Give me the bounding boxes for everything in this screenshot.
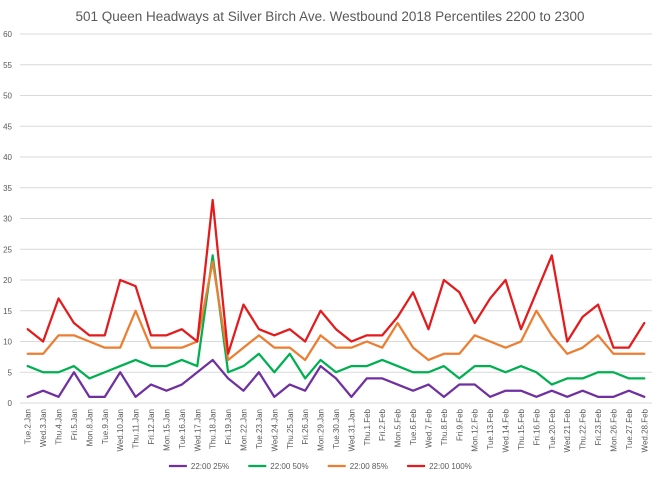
x-tick-label: Wed.10.Jan — [116, 409, 125, 452]
legend: 22:00 25% 22:00 50% 22:00 85% 22:00 100% — [168, 462, 472, 471]
legend-label: 22:00 50% — [270, 462, 308, 471]
x-tick-label: Fri.19.Jan — [224, 409, 233, 445]
x-tick-label: Wed.3.Jan — [39, 409, 48, 447]
x-tick-label: Wed.21.Feb — [563, 408, 572, 452]
x-tick-label: Thu.11.Jan — [132, 409, 141, 448]
series-line-3 — [26, 198, 646, 355]
x-tick-label: Wed.7.Feb — [424, 408, 433, 448]
x-tick-label: Tue.20.Feb — [548, 408, 557, 449]
y-tick-label: 35 — [3, 184, 12, 193]
y-tick-label: 55 — [3, 61, 12, 70]
x-tick-label: Tue.30.Jan — [332, 409, 341, 449]
x-tick-label: Fri.12.Jan — [147, 409, 156, 445]
chart-title: 501 Queen Headways at Silver Birch Ave. … — [75, 9, 584, 24]
legend-label: 22:00 85% — [350, 462, 388, 471]
x-tick-label: Tue.27.Feb — [625, 408, 634, 449]
x-tick-label: Tue.13.Feb — [486, 408, 495, 449]
x-tick-label: Mon.12.Feb — [471, 408, 480, 451]
y-tick-label: 60 — [3, 30, 12, 39]
y-tick-label: 25 — [3, 245, 12, 254]
x-tick-label: Fri.2.Feb — [378, 408, 387, 441]
x-tick-label: Mon.8.Jan — [85, 409, 94, 446]
x-tick-label: Thu.4.Jan — [55, 409, 64, 445]
series-line-1 — [26, 254, 646, 386]
gridlines — [20, 33, 652, 404]
x-tick-label: Tue.23.Jan — [255, 409, 264, 449]
x-tick-label: Mon.29.Jan — [317, 409, 326, 451]
x-tick-label: Fri.9.Feb — [455, 408, 464, 441]
y-tick-label: 0 — [8, 399, 13, 408]
legend-label: 22:00 25% — [191, 462, 229, 471]
y-tick-label: 50 — [3, 92, 12, 101]
x-tick-label: Tue.2.Jan — [24, 409, 33, 444]
y-tick-label: 10 — [3, 338, 12, 347]
legend-label: 22:00 100% — [429, 462, 472, 471]
y-tick-label: 5 — [8, 368, 13, 377]
y-tick-label: 40 — [3, 153, 12, 162]
series-lines — [26, 198, 646, 398]
x-tick-label: Wed.24.Jan — [270, 409, 279, 452]
x-tick-label: Mon.22.Jan — [240, 409, 249, 451]
x-tick-label: Thu.18.Jan — [209, 409, 218, 449]
y-tick-label: 45 — [3, 122, 12, 131]
y-axis-tick-labels: 0 5 10 15 20 25 30 35 40 45 50 55 60 — [3, 30, 12, 408]
x-tick-label: Tue.6.Feb — [409, 408, 418, 445]
x-tick-label: Thu.22.Feb — [579, 408, 588, 449]
y-tick-label: 15 — [3, 307, 12, 316]
x-tick-label: Wed.14.Feb — [502, 408, 511, 452]
x-tick-label: Wed.28.Feb — [640, 408, 649, 452]
x-tick-label: Mon.26.Feb — [609, 408, 618, 451]
x-tick-label: Wed.31.Jan — [347, 409, 356, 452]
x-tick-label: Thu.25.Jan — [286, 409, 295, 449]
x-tick-label: Fri.5.Jan — [70, 409, 79, 440]
x-tick-label: Thu.15.Feb — [517, 408, 526, 449]
x-tick-label: Tue.9.Jan — [101, 409, 110, 444]
x-tick-label: Fri.23.Feb — [594, 408, 603, 445]
x-tick-label: Thu.1.Feb — [363, 408, 372, 445]
x-tick-label: Mon.5.Feb — [394, 408, 403, 447]
x-axis-tick-labels: Tue.2.Jan Wed.3.Jan Thu.4.Jan Fri.5.Jan Mon.… — [24, 408, 650, 452]
x-tick-label: Fri.16.Feb — [532, 408, 541, 445]
y-tick-label: 20 — [3, 276, 12, 285]
x-tick-label: Thu.8.Feb — [440, 408, 449, 445]
x-tick-label: Fri.26.Jan — [301, 409, 310, 445]
y-tick-label: 30 — [3, 215, 12, 224]
x-tick-label: Tue.16.Jan — [178, 409, 187, 449]
series-line-2 — [26, 260, 646, 362]
x-tick-label: Mon.15.Jan — [162, 409, 171, 451]
x-tick-label: Wed.17.Jan — [193, 409, 202, 452]
series-line-0 — [26, 358, 646, 398]
